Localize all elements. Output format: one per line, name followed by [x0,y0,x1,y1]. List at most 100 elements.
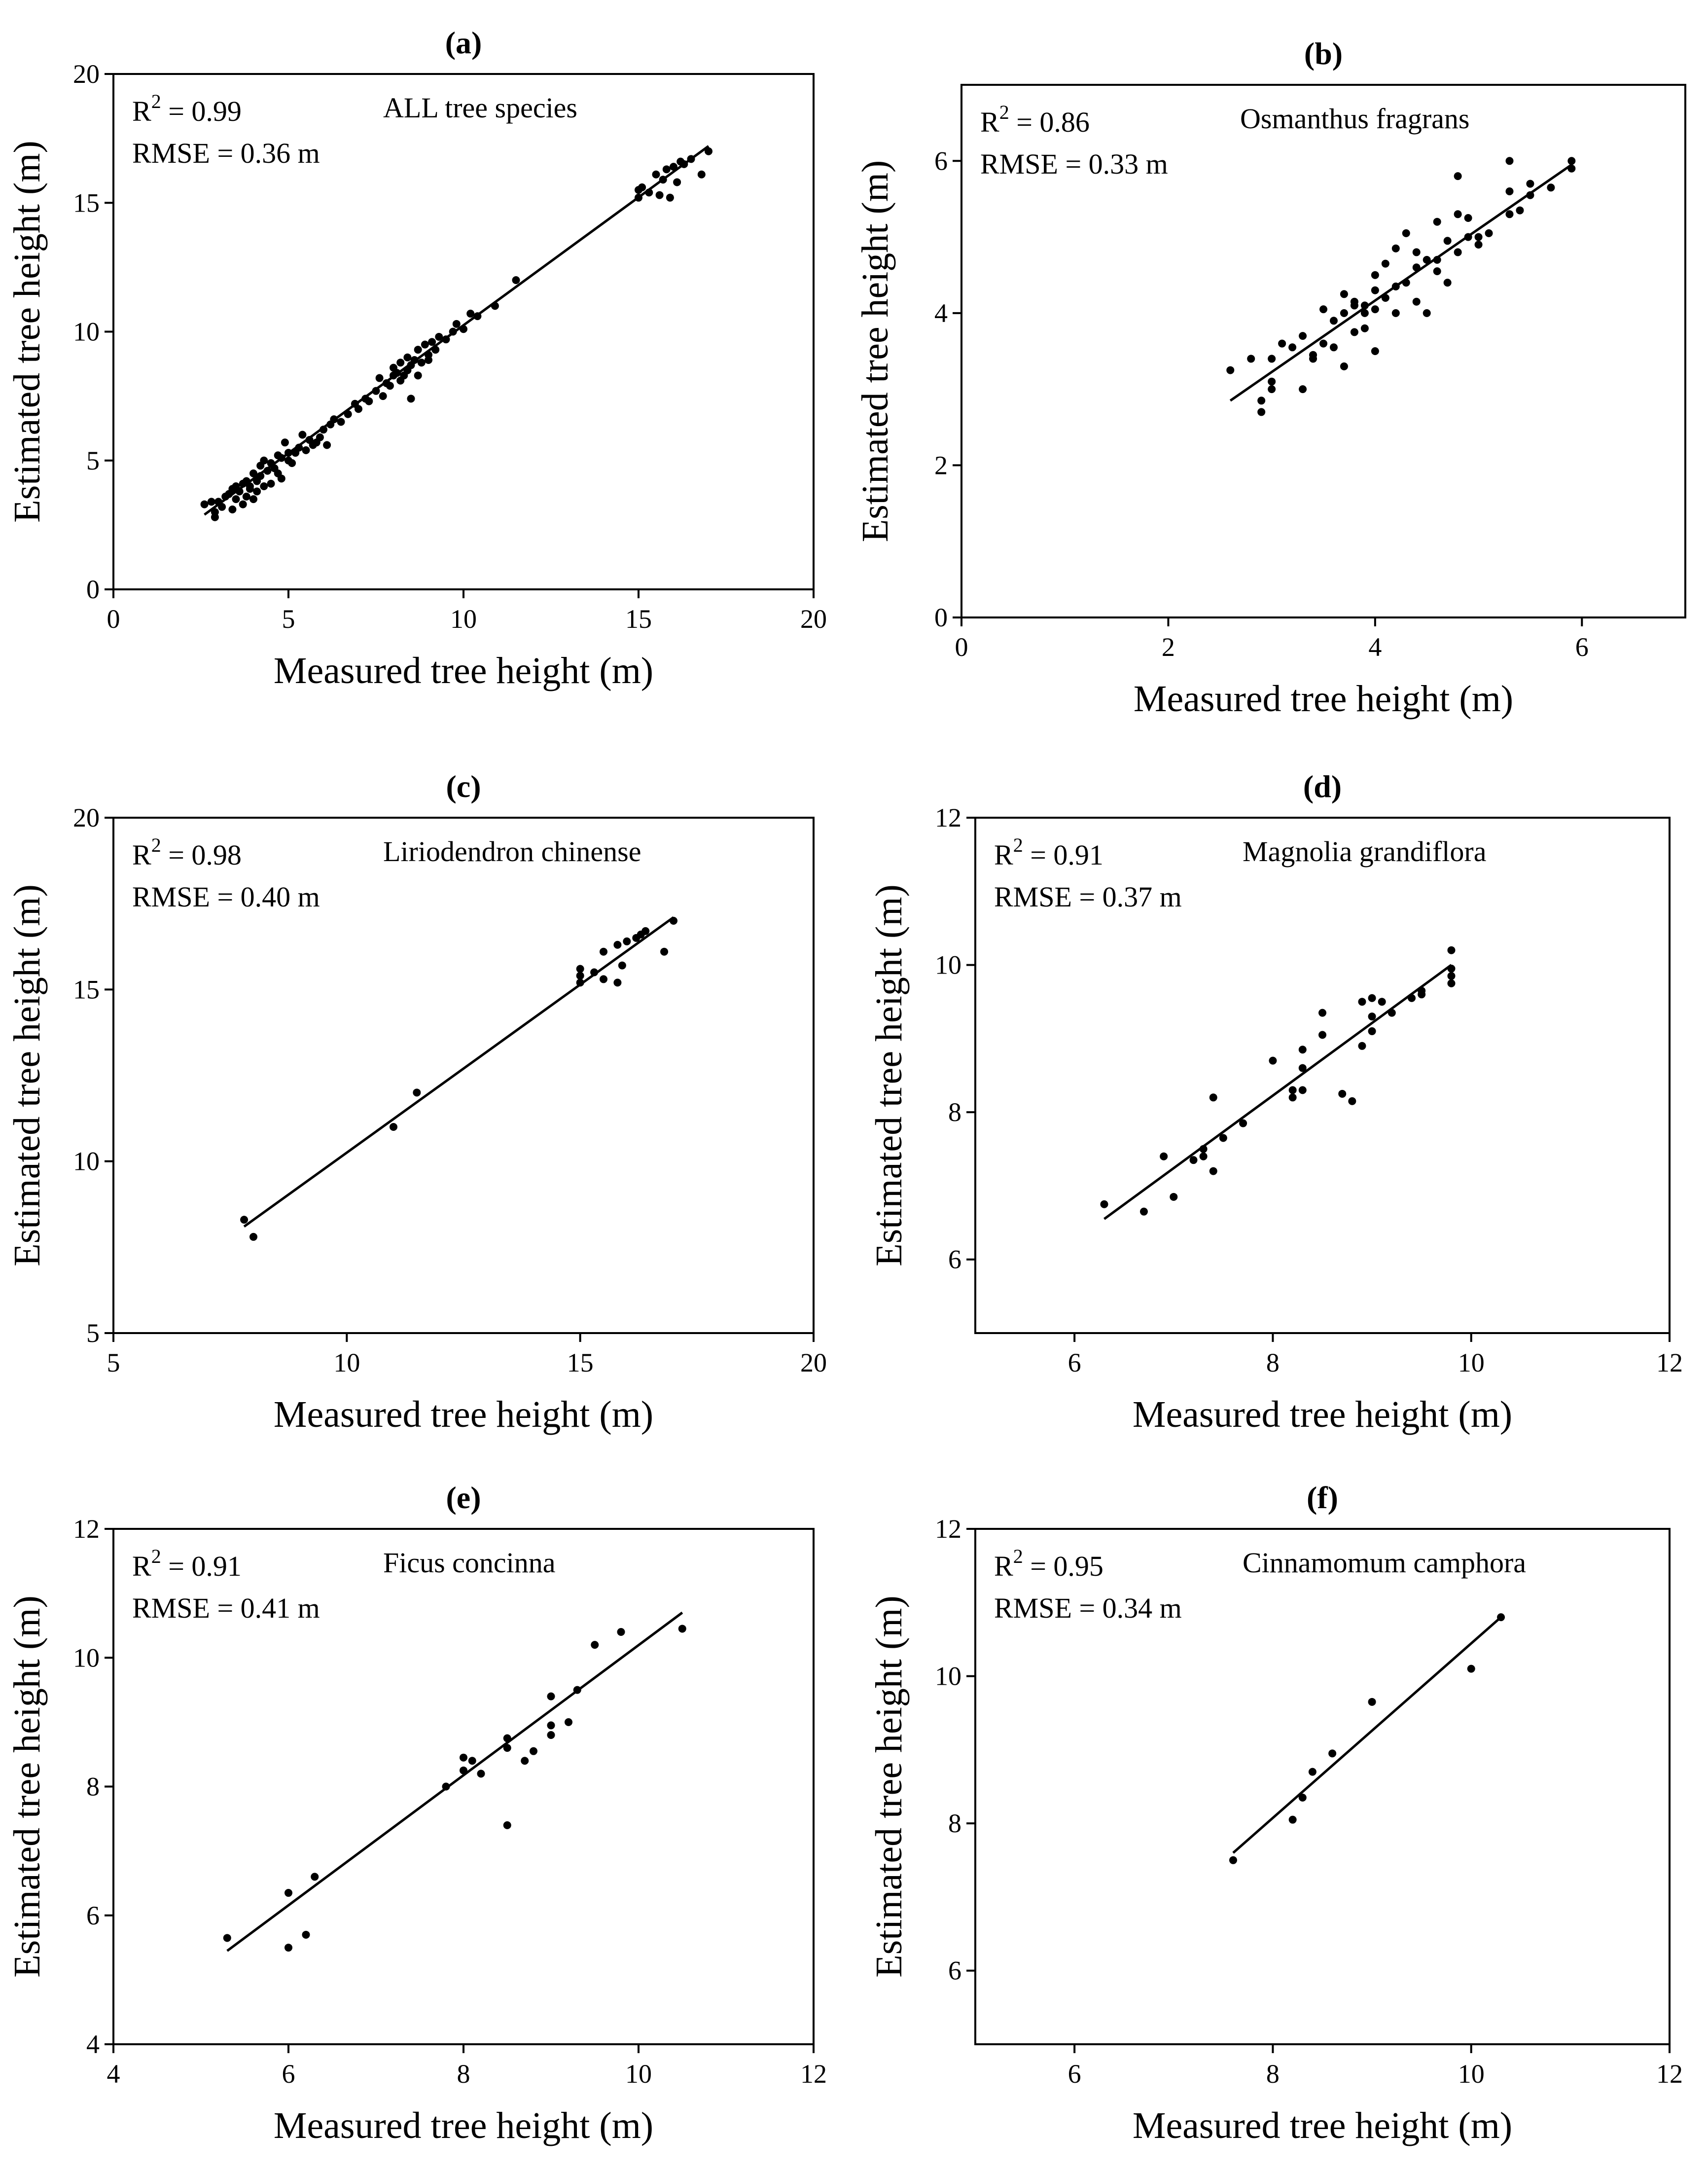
data-point [1412,297,1421,306]
data-point [1454,172,1462,181]
species-label: Osmanthus fragrans [1240,103,1470,135]
data-point [365,397,373,405]
data-point [277,474,285,483]
data-point [1423,309,1431,317]
species-label: Ficus concinna [383,1547,556,1579]
panel-e: (e) 4 6 8 10 12 4 6 8 10 12 Measured tree height (m… [6,1480,827,2146]
x-tick-label: 8 [1266,1348,1280,1377]
x-axis-label: Measured tree height (m) [274,650,653,691]
data-point [1278,339,1286,348]
data-point [1209,1093,1217,1102]
rmse-annotation: RMSE = 0.34 m [994,1592,1182,1624]
data-point [1170,1193,1178,1201]
r-squared-superscript: 2 [151,90,161,112]
data-point [503,1821,511,1829]
x-axis-label: Measured tree height (m) [274,1394,653,1435]
plot-frame [974,1528,1671,2045]
data-point [491,302,499,310]
data-point [503,1744,511,1752]
x-tick-label: 15 [567,1348,594,1377]
data-point [288,459,296,467]
data-point [428,338,436,346]
data-point [1474,233,1483,241]
y-axis-label: Estimated tree height (m) [854,160,896,543]
regression-line [1229,163,1572,402]
r-squared-symbol: R [132,1550,151,1582]
data-point [330,415,338,424]
data-point [503,1734,511,1742]
data-point [1100,1200,1108,1208]
r-squared-symbol: R [132,839,151,871]
data-point [263,467,272,475]
data-point [1298,1793,1307,1802]
panel-label: (e) [446,1480,481,1515]
r-squared-value: = 0.99 [161,95,242,127]
data-point [666,193,674,202]
r-squared-superscript: 2 [1013,1545,1023,1567]
data-point [242,492,250,501]
r-squared-value: = 0.91 [1023,839,1103,871]
y-axis-label: Estimated tree height (m) [6,884,48,1266]
y-tick-label: 6 [948,1956,961,1986]
data-point [218,503,226,511]
y-tick-label: 20 [73,59,100,89]
data-point [1371,286,1379,294]
x-tick-label: 12 [1656,2059,1683,2089]
data-point [337,418,345,426]
data-point [460,1753,467,1762]
data-point [1433,267,1441,275]
data-point [687,155,695,163]
data-point [1412,248,1421,256]
data-point [1464,233,1472,241]
data-point [1350,328,1358,336]
x-tick-label: 5 [107,1348,120,1377]
r-squared-value: = 0.91 [161,1550,242,1582]
data-point [249,469,257,477]
data-point [1288,1093,1297,1102]
data-point [1209,1167,1217,1175]
panel-label: (d) [1303,769,1342,804]
data-point [1298,1046,1307,1054]
data-point [512,276,520,284]
data-point [1454,210,1462,218]
data-point [281,438,289,447]
x-tick-label: 10 [1458,1348,1485,1377]
data-point [466,309,475,318]
data-point [635,193,642,202]
data-point [576,965,584,973]
panel-label: (c) [446,769,481,804]
y-tick-label: 6 [934,146,948,176]
y-tick-label: 5 [86,1318,100,1348]
y-tick-label: 2 [934,450,948,480]
data-point [705,147,712,155]
data-point [1268,377,1276,386]
x-tick-label: 0 [107,604,120,634]
x-tick-label: 10 [450,604,477,634]
r-squared-annotation: R2 = 0.95 [994,1545,1103,1582]
data-point [477,1770,485,1778]
data-point [1547,183,1555,192]
r-squared-annotation: R2 = 0.91 [132,1545,242,1582]
x-tick-label: 8 [457,2059,470,2089]
data-point [1189,1156,1198,1164]
data-point [1505,187,1514,195]
data-point [1447,972,1456,980]
r-squared-symbol: R [994,839,1013,871]
regression-line [243,916,675,1228]
regression-line [1232,1616,1502,1854]
data-point [1257,408,1266,416]
x-tick-label: 20 [800,604,827,634]
data-point [232,495,240,504]
plot-frame [961,84,1686,618]
r-squared-symbol: R [980,106,999,138]
data-point [1318,1009,1326,1017]
x-tick-label: 4 [1368,632,1382,662]
data-point [1340,362,1348,370]
data-point [613,978,622,987]
data-point [414,346,422,354]
r-squared-symbol: R [994,1550,1013,1582]
data-point [670,917,677,925]
data-point [473,312,482,321]
data-point [1288,1086,1297,1094]
regression-line [226,1611,683,1952]
